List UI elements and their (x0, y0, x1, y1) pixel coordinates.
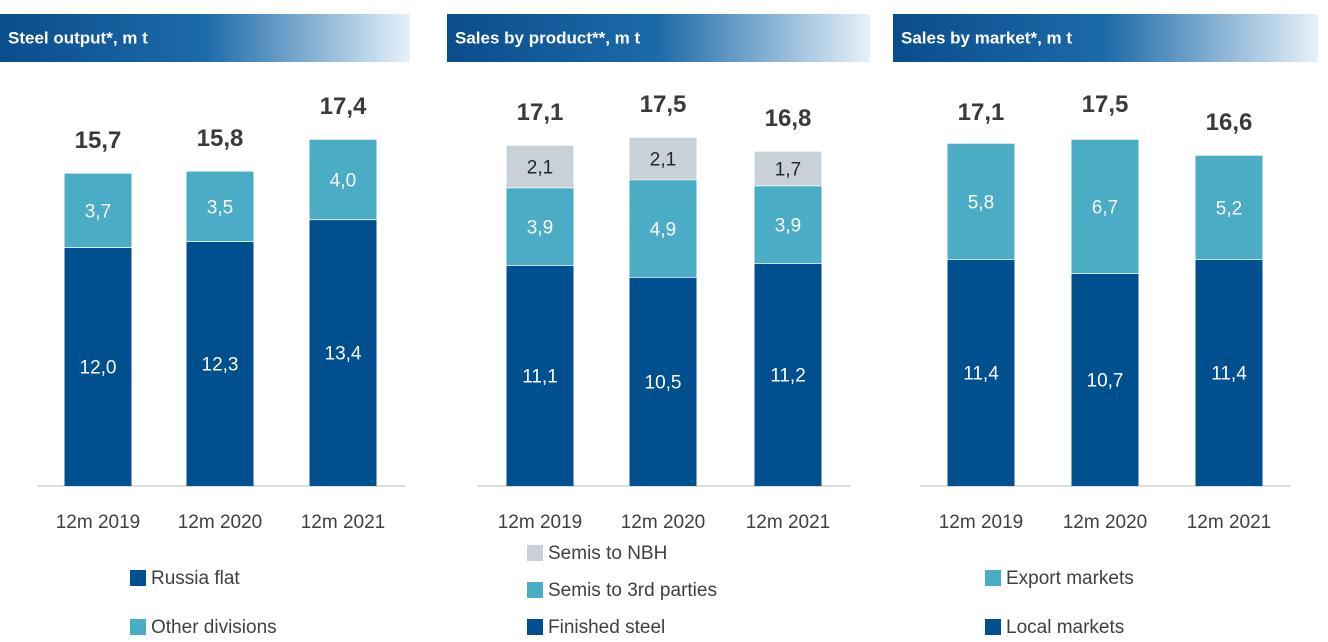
header-banner (893, 14, 1318, 62)
bar-segment (506, 265, 574, 486)
x-tick-label: 12m 2021 (301, 512, 386, 533)
bar-segment (629, 179, 697, 278)
bar-segment (754, 151, 822, 186)
segment-label: 12,0 (80, 358, 117, 379)
segment-label: 6,7 (1092, 197, 1118, 218)
bar-segment (1071, 139, 1139, 274)
segment-label: 5,8 (968, 192, 994, 213)
segment-label: 11,4 (1211, 364, 1247, 385)
legend-swatch (130, 570, 146, 586)
segment-label: 1,7 (775, 160, 801, 181)
segment-label: 11,2 (770, 366, 806, 387)
segment-label: 3,5 (207, 197, 233, 218)
total-label: 17,5 (1082, 91, 1129, 118)
total-label: 16,6 (1206, 109, 1253, 136)
bar-segment (754, 263, 822, 486)
chart-title: Sales by product**, m t (455, 28, 640, 47)
bar-segment (64, 247, 132, 486)
bar-segment (947, 143, 1015, 260)
legend-swatch (527, 582, 543, 598)
segment-label: 2,1 (527, 158, 553, 179)
legend-swatch (985, 570, 1001, 586)
total-label: 17,1 (517, 99, 564, 126)
legend-swatch (985, 619, 1001, 635)
bar-segment (754, 185, 822, 264)
bar-segment (1195, 155, 1263, 260)
x-tick-label: 12m 2020 (178, 512, 263, 533)
legend-swatch (527, 619, 543, 635)
chart-title: Steel output*, m t (8, 28, 148, 47)
bar-segment (186, 241, 254, 486)
segment-label: 12,3 (202, 355, 239, 376)
segment-label: 3,9 (527, 217, 553, 238)
x-tick-label: 12m 2019 (56, 512, 141, 533)
chart-title: Sales by market*, m t (901, 28, 1072, 47)
segment-label: 4,0 (330, 171, 356, 192)
segment-label: 11,1 (522, 367, 558, 388)
segment-label: 3,7 (85, 201, 111, 222)
header-banner (0, 14, 410, 62)
legend-label: Export markets (1006, 568, 1134, 589)
x-tick-label: 12m 2021 (746, 512, 831, 533)
bar-segment (629, 277, 697, 486)
bar-segment (186, 171, 254, 242)
bar-segment (64, 173, 132, 248)
bar-segment (947, 259, 1015, 486)
legend-swatch (130, 619, 146, 635)
x-tick-label: 12m 2020 (1063, 512, 1148, 533)
x-tick-label: 12m 2021 (1187, 512, 1272, 533)
x-tick-label: 12m 2019 (939, 512, 1024, 533)
bar-segment (309, 219, 377, 486)
segment-label: 2,1 (650, 150, 676, 171)
legend-label: Semis to 3rd parties (548, 580, 717, 601)
segment-label: 13,4 (325, 344, 362, 365)
segment-label: 3,9 (775, 215, 801, 236)
total-label: 16,8 (765, 105, 812, 132)
bar-segment (629, 137, 697, 180)
total-label: 15,8 (197, 125, 244, 152)
bar-segment (309, 139, 377, 220)
x-tick-label: 12m 2019 (498, 512, 583, 533)
segment-label: 10,5 (645, 373, 682, 394)
bar-segment (1195, 259, 1263, 486)
legend-label: Semis to NBH (548, 543, 667, 564)
segment-label: 10,7 (1087, 371, 1124, 392)
legend-label: Other divisions (151, 617, 277, 638)
header-banner (447, 14, 870, 62)
legend-swatch (527, 545, 543, 561)
bar-segment (1071, 273, 1139, 486)
total-label: 17,4 (320, 93, 367, 120)
legend-label: Russia flat (151, 568, 240, 589)
segment-label: 5,2 (1216, 198, 1242, 219)
legend-label: Finished steel (548, 617, 665, 638)
segment-label: 11,4 (963, 364, 999, 385)
total-label: 15,7 (75, 127, 122, 154)
x-tick-label: 12m 2020 (621, 512, 706, 533)
legend-label: Local markets (1006, 617, 1124, 638)
bar-segment (506, 145, 574, 188)
bar-segment (506, 187, 574, 266)
segment-label: 4,9 (650, 219, 676, 240)
total-label: 17,1 (958, 99, 1005, 126)
total-label: 17,5 (640, 91, 687, 118)
